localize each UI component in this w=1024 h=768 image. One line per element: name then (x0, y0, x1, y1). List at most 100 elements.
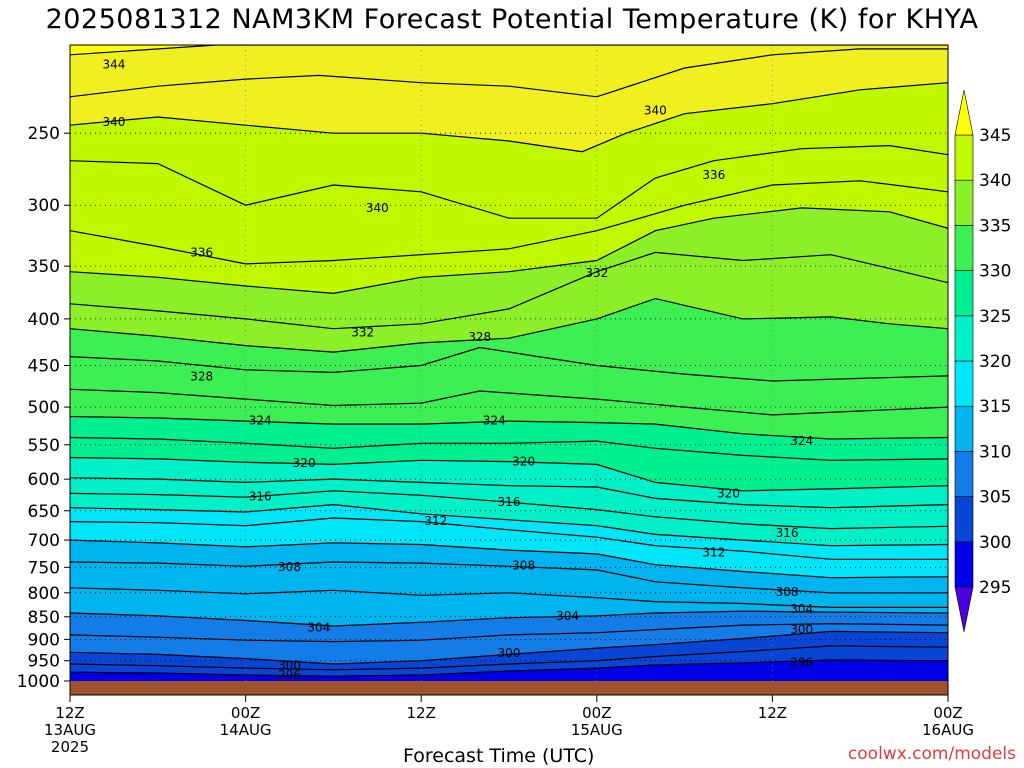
contour-label: 308 (776, 585, 799, 599)
contour-label: 304 (307, 620, 330, 634)
isotherm-318 (70, 477, 948, 509)
y-tick-label: 850 (28, 608, 60, 628)
contour-label: 336 (190, 245, 213, 259)
y-tick-label: 950 (28, 652, 60, 672)
isotherm-334 (70, 207, 948, 295)
x-tick-label: 2025 (51, 738, 89, 756)
y-tick-label: 500 (28, 398, 60, 418)
isotherm-322 (70, 436, 948, 461)
colorbar-segment (954, 360, 974, 407)
contour-label: 312 (702, 545, 725, 559)
isotherm-340 (70, 82, 948, 153)
isotherm-296 (70, 659, 948, 677)
contour-label: 332 (585, 266, 608, 280)
isotherm-330 (70, 297, 948, 353)
y-tick-label: 750 (28, 558, 60, 578)
contour-label: 308 (278, 560, 301, 574)
x-tick-label: 00Z (231, 704, 260, 722)
y-tick-label: 450 (28, 356, 60, 376)
isotherm-332 (70, 251, 948, 330)
isotherm-326 (70, 388, 948, 416)
contour-label: 324 (483, 413, 506, 427)
colorbar-label: 330 (979, 262, 1011, 282)
isotherm-308 (70, 561, 948, 594)
isotherm-304 (70, 610, 948, 627)
y-tick-label: 400 (28, 310, 60, 330)
plot-frame (69, 44, 949, 696)
colorbar-segment (954, 496, 974, 543)
contour-label: 324 (790, 434, 813, 448)
contour-label: 328 (468, 330, 491, 344)
colorbar-min-arrow (954, 586, 974, 633)
colorbar-label: 345 (979, 126, 1011, 146)
contour-label: 312 (424, 514, 447, 528)
colorbar-label: 320 (979, 352, 1011, 372)
colorbar-max-arrow (954, 89, 974, 136)
colorbar-label: 300 (979, 533, 1011, 553)
isotherm-306 (70, 587, 948, 608)
contour-label: 332 (351, 326, 374, 340)
contour-label: 344 (102, 57, 125, 71)
contour-lines (70, 45, 948, 677)
x-tick-label: 14AUG (220, 721, 272, 739)
contour-label: 320 (293, 456, 316, 470)
y-tick-label: 900 (28, 630, 60, 650)
isotherm-312 (70, 517, 948, 560)
colorbar-segment (954, 451, 974, 497)
isotherm-314 (70, 503, 948, 547)
contour-label: 296 (790, 655, 813, 669)
colorbar-label: 325 (979, 307, 1011, 327)
y-tick-label: 300 (28, 196, 60, 216)
contour-label: 300 (498, 646, 521, 660)
contour-label: 324 (249, 413, 272, 427)
y-tick-label: 800 (28, 584, 60, 604)
contour-label: 304 (556, 609, 579, 623)
x-tick-label: 00Z (933, 704, 962, 722)
colorbar-label: 340 (979, 171, 1011, 191)
colorbar-label: 310 (979, 442, 1011, 462)
y-tick-label: 650 (28, 502, 60, 522)
contour-label: 340 (102, 115, 125, 129)
isotherm-298 (70, 645, 948, 671)
fill-band-top (70, 45, 948, 55)
x-tick-label: 15AUG (571, 721, 623, 739)
contour-label: 316 (249, 490, 272, 504)
x-axis-title: Forecast Time (UTC) (403, 745, 595, 767)
contour-label: 340 (366, 201, 389, 215)
credit-text: coolwx.com/models (847, 744, 1016, 764)
isotherm-320 (70, 456, 948, 492)
contour-label: 296 (278, 668, 301, 682)
colorbar: 345 340 335 330 325 320 315 310 305 300 295 (954, 89, 1011, 633)
y-tick-label: 1000 (17, 672, 60, 692)
colorbar-label: 315 (979, 397, 1011, 417)
isotherm-336 (70, 180, 948, 265)
colorbar-segment (954, 541, 974, 588)
contour-label: 320 (512, 455, 535, 469)
chart-title: 2025081312 NAM3KM Forecast Potential Tem… (45, 4, 979, 35)
contour-label: 316 (776, 526, 799, 540)
contour-label: 300 (278, 659, 301, 673)
x-tick-label: 00Z (582, 704, 611, 722)
y-tick-label: 250 (28, 124, 60, 144)
y-tick-label: 600 (28, 470, 60, 490)
y-tick-label: 550 (28, 436, 60, 456)
y-tick-label: 700 (28, 531, 60, 551)
contour-label: 308 (512, 559, 535, 573)
colorbar-label: 305 (979, 488, 1011, 508)
x-tick-label: 12Z (55, 704, 84, 722)
colorbar-segment (954, 134, 974, 181)
contour-label: 340 (644, 103, 667, 117)
colorbar-segment (954, 270, 974, 317)
colorbar-segment (954, 225, 974, 271)
contour-label: 328 (190, 370, 213, 384)
contour-label: 320 (717, 486, 740, 500)
x-tick-label: 12Z (758, 704, 787, 722)
isotherm-300 (70, 630, 948, 665)
isotherm-328 (70, 346, 948, 382)
contour-label: 300 (790, 623, 813, 637)
isotherm-342 (70, 48, 948, 98)
colorbar-segment (954, 315, 974, 362)
colorbar-segment (954, 405, 974, 452)
